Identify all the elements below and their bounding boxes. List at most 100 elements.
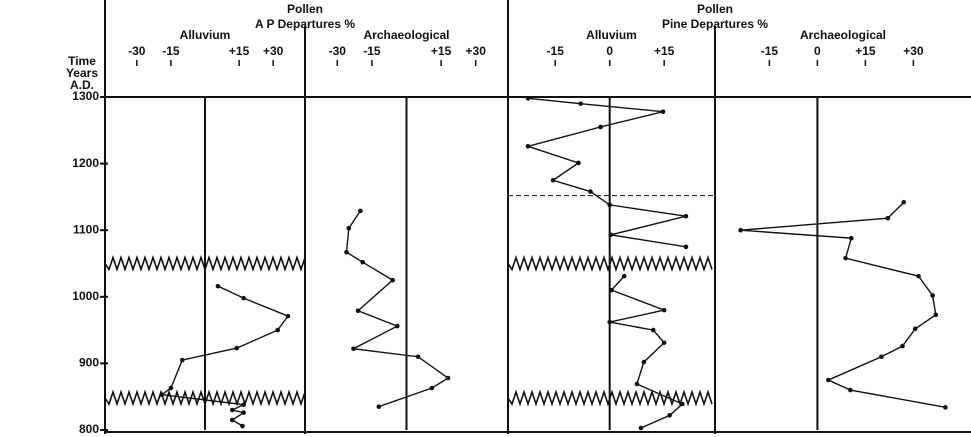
data-point [683,213,689,219]
data-point [240,423,245,429]
data-point [849,235,854,241]
x-tick-label: -15 [547,44,565,58]
data-point [916,273,921,279]
data-point [351,346,356,352]
data-point [394,323,400,329]
data-point [661,340,667,346]
data-line [345,210,450,408]
data-point [159,392,165,398]
x-tick-label: -30 [329,44,347,58]
data-point [229,417,235,423]
data-point [609,287,614,293]
y-tick-label: 1200 [72,156,99,170]
panel-title: Archaeological [800,28,886,42]
group-subtitle: A P Departures % [255,17,355,31]
x-tick-label: +15 [431,44,452,58]
data-point [415,354,421,360]
data-point [358,208,363,214]
data-point [641,359,647,365]
y-axis-label: Time [68,54,96,68]
hiatus [104,389,306,407]
hiatus [507,389,713,407]
group-title: Pollen [697,2,733,16]
data-point [229,407,235,413]
panel-title: Archaeological [363,28,449,42]
data-line [740,201,946,409]
y-axis-label: Years [66,66,98,80]
x-tick-label: +30 [263,44,284,58]
data-point [285,313,291,319]
y-tick-label: 1100 [73,222,99,236]
data-point [429,385,435,391]
x-tick-label: 0 [606,44,613,58]
data-point [525,96,531,101]
data-point [390,277,395,283]
hiatus [104,254,306,273]
data-point [879,354,884,360]
data-point [241,295,246,301]
data-point [661,307,667,313]
data-point [680,401,685,407]
x-tick-label: -15 [363,44,381,58]
data-point [667,413,672,418]
data-point [168,385,174,391]
data-point [943,405,948,410]
y-tick-label: 1300 [72,89,99,103]
data-point [913,326,918,332]
x-tick-label: +30 [903,44,924,58]
data-point [275,327,281,333]
data-point [179,357,185,363]
data-point [607,319,612,325]
data-point [241,410,246,415]
data-point [346,225,352,231]
data-point [738,227,743,233]
data-point [360,259,365,265]
data-point [843,255,848,261]
data-point [638,425,644,431]
x-tick-label: -30 [128,44,146,58]
data-point [588,189,593,194]
x-tick-label: -15 [162,44,180,58]
data-point [576,160,581,166]
data-point [825,377,831,383]
data-point [241,402,246,407]
data-point [445,375,451,381]
x-tick-label: +15 [654,44,675,58]
panel-title: Alluvium [180,28,231,42]
data-point [525,143,531,149]
data-point [885,215,891,221]
y-tick-label: 800 [79,422,99,436]
data-point [634,381,640,387]
data-point [683,244,689,250]
data-point [578,101,583,106]
data-point [598,124,603,130]
data-point [930,293,935,298]
x-tick-label: -15 [761,44,779,58]
panel-title: Alluvium [586,28,637,42]
data-point [234,345,240,351]
data-point [376,404,382,409]
x-tick-label: +15 [855,44,876,58]
y-axis-label: A.D. [70,78,94,92]
x-tick-label: +15 [229,44,250,58]
data-point [660,109,666,114]
data-point [355,308,361,314]
data-point [607,202,612,208]
group-title: Pollen [287,2,323,16]
data-point [344,249,349,255]
y-tick-label: 1000 [72,289,99,303]
data-point [621,273,627,279]
hiatus [507,254,713,273]
data-point [650,327,656,333]
y-tick-label: 900 [79,356,99,370]
data-point [215,283,221,289]
x-tick-label: 0 [814,44,821,58]
data-point [608,232,614,238]
group-subtitle: Pine Departures % [662,17,768,31]
data-point [901,199,907,205]
data-point [848,387,853,393]
x-tick-label: +30 [466,44,487,58]
data-point [933,312,939,318]
data-point [900,343,905,349]
